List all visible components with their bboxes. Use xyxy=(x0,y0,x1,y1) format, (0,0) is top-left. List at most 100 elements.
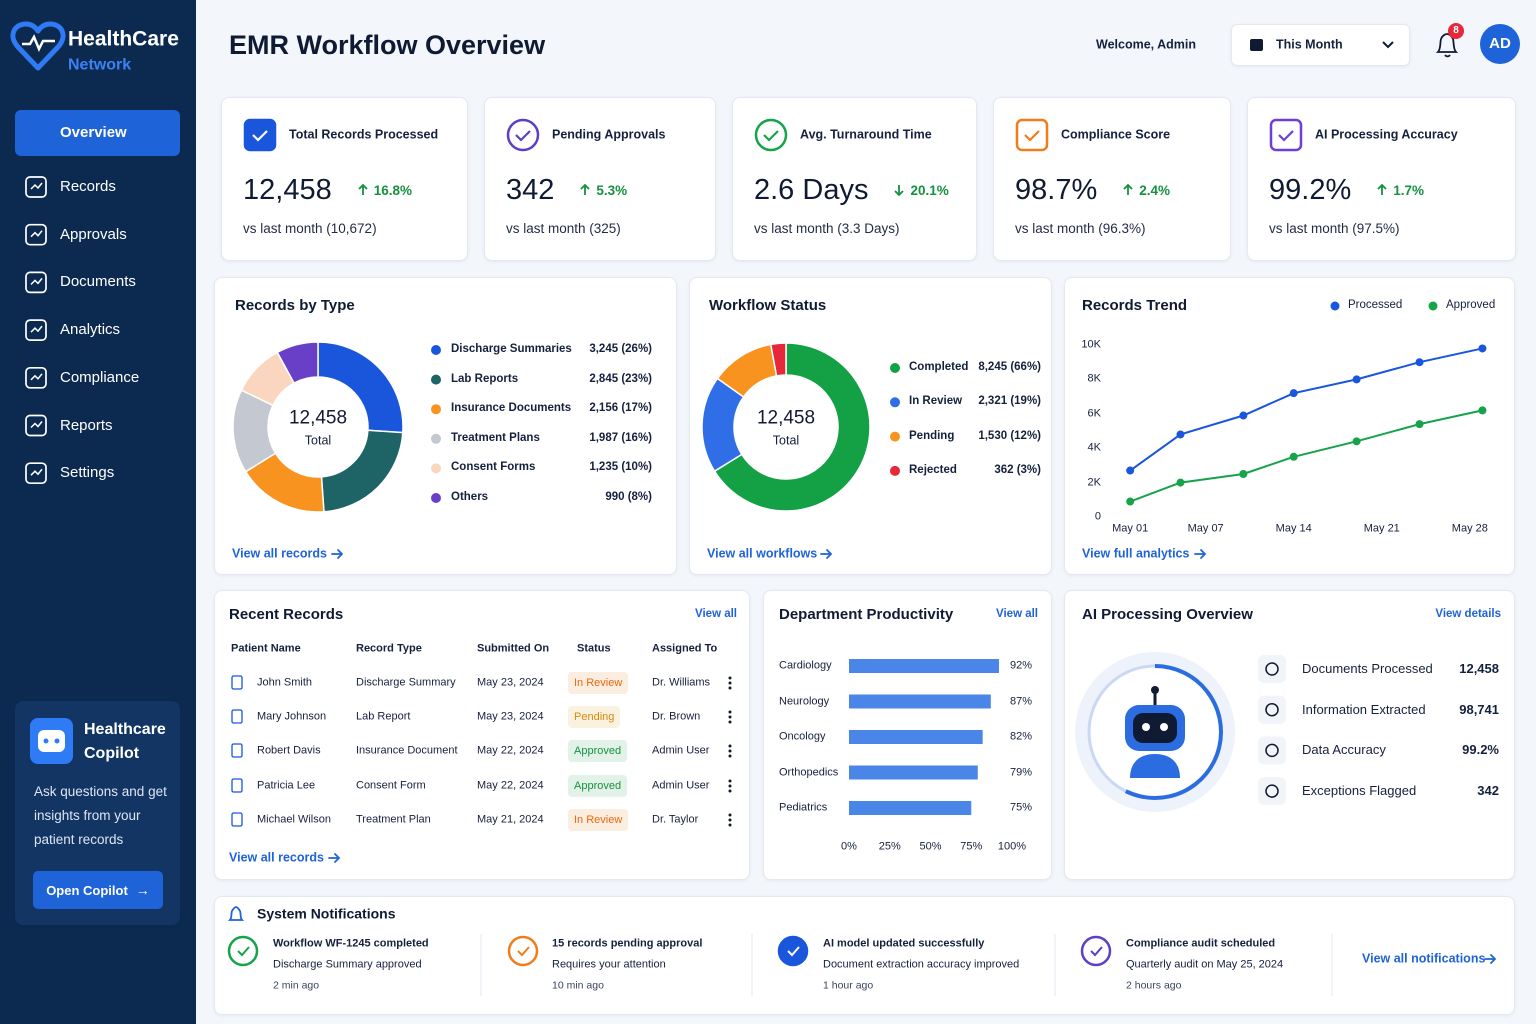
notification-title: AI model updated successfully xyxy=(823,937,985,950)
kpi-label: Pending Approvals xyxy=(552,127,666,142)
kpi-change-arrow xyxy=(1377,184,1387,195)
card-link[interactable]: View all xyxy=(695,608,737,621)
avatar-initials[interactable]: AD xyxy=(1489,35,1511,52)
nav-item[interactable]: Approvals xyxy=(60,225,127,243)
x-tick-label: May 28 xyxy=(1451,522,1488,535)
copilot-button[interactable]: Open Copilot → xyxy=(33,871,163,909)
bar-value-label: 75% xyxy=(1009,801,1032,814)
metric-label: Documents Processed xyxy=(1302,661,1433,677)
notification-detail: Discharge Summary approved xyxy=(273,958,422,971)
legend-label: Others xyxy=(451,491,489,504)
cell: John Smith xyxy=(257,676,313,689)
copilot-button-label[interactable]: Open Copilot xyxy=(46,882,128,898)
kpi-comparison: vs last month (96.3%) xyxy=(1015,220,1146,236)
card-link[interactable]: View full analytics xyxy=(1082,546,1190,561)
kpi-comparison: vs last month (325) xyxy=(506,220,621,236)
card-link[interactable]: View all records xyxy=(232,546,327,561)
metric-label: Exceptions Flagged xyxy=(1302,783,1417,799)
legend-label: Consent Forms xyxy=(451,461,536,474)
bar-value-label: 79% xyxy=(1009,765,1032,778)
card-title: Records Trend xyxy=(1082,297,1188,314)
x-tick-label: 100% xyxy=(997,840,1027,853)
kpi-change: 1.7% xyxy=(1377,183,1424,198)
cell: Discharge Summary xyxy=(356,676,456,689)
card-link[interactable]: View all workflows xyxy=(707,546,818,561)
cell: Treatment Plan xyxy=(356,813,431,826)
kpi-comparison: vs last month (10,672) xyxy=(243,220,377,236)
legend-label: Rejected xyxy=(909,463,957,476)
legend-label: Completed xyxy=(909,361,969,374)
x-tick-label: May 21 xyxy=(1363,522,1400,535)
bar-label: Oncology xyxy=(779,730,826,743)
bar-label: Pediatrics xyxy=(779,801,828,814)
kpi-change-value: 20.1% xyxy=(910,182,949,198)
cell: Robert Davis xyxy=(257,744,321,757)
kpi-change-arrow xyxy=(894,185,905,196)
x-tick-label: 50% xyxy=(919,840,942,853)
x-tick-label: May 01 xyxy=(1112,522,1149,535)
notification-time: 2 hours ago xyxy=(1126,979,1182,992)
donut-total-label: Total xyxy=(304,433,332,448)
legend-value: 990 (8%) xyxy=(605,491,652,504)
x-tick-label: 75% xyxy=(960,840,983,853)
notification-detail: Requires your attention xyxy=(552,958,666,971)
status-pill: In Review xyxy=(568,809,629,831)
card-title: Department Productivity xyxy=(779,606,954,623)
kpi-change-arrow xyxy=(580,184,591,195)
bar-label: Cardiology xyxy=(779,659,832,672)
kpi-change-value: 16.8% xyxy=(373,182,412,198)
copilot-text: Ask questions and get insights from your… xyxy=(34,784,167,847)
notification-count[interactable]: 8 xyxy=(1453,25,1459,36)
cell: Admin User xyxy=(652,744,710,757)
cell: Mary Johnson xyxy=(257,710,327,723)
records-by-type-card xyxy=(214,277,677,575)
brand-tagline: Network xyxy=(68,56,132,74)
card-link[interactable]: View all notifications xyxy=(1362,951,1486,966)
kpi-change-value: 1.7% xyxy=(1393,182,1425,198)
card-link[interactable]: View all records xyxy=(229,850,324,865)
metric-label: Information Extracted xyxy=(1302,701,1426,717)
welcome-text: Welcome, Admin xyxy=(1096,37,1197,52)
recent-records-card xyxy=(214,590,750,880)
legend-value: 3,245 (26%) xyxy=(589,343,652,356)
nav-item[interactable]: Overview xyxy=(60,124,127,141)
card-link[interactable]: View all xyxy=(996,608,1038,621)
nav-item[interactable]: Compliance xyxy=(60,368,140,386)
cell: May 22, 2024 xyxy=(477,744,544,757)
kpi-change-arrow xyxy=(358,184,368,195)
donut-total-label: Total xyxy=(772,433,800,448)
bar-value-label: 92% xyxy=(1009,659,1032,672)
notification-time: 2 min ago xyxy=(273,979,320,992)
card-title: Recent Records xyxy=(229,606,344,623)
notification-detail: Quarterly audit on May 25, 2024 xyxy=(1126,958,1284,971)
notifications-card xyxy=(214,896,1515,1015)
kpi-value-row: 342 5.3% xyxy=(506,172,627,208)
nav-item[interactable]: Analytics xyxy=(60,321,121,339)
kpi-change: 20.1% xyxy=(894,182,949,198)
nav-item[interactable]: Settings xyxy=(60,464,115,482)
ai-overview-card xyxy=(1064,590,1515,880)
kpi-value-row: 98.7% 2.4% xyxy=(1015,172,1170,208)
card-title: System Notifications xyxy=(257,905,396,922)
cell: Dr. Williams xyxy=(652,676,711,689)
notification-title: Compliance audit scheduled xyxy=(1126,937,1276,950)
x-tick-label: 25% xyxy=(878,840,901,853)
kpi-comparison: vs last month (3.3 Days) xyxy=(754,220,900,236)
kpi-value: 2.6 Days xyxy=(754,173,869,206)
legend-label: Lab Reports xyxy=(451,372,519,385)
nav-item[interactable]: Records xyxy=(60,178,116,195)
nav-item[interactable]: Documents xyxy=(60,273,136,291)
y-tick-label: 6K xyxy=(1087,407,1101,420)
bell-icon xyxy=(1435,33,1459,58)
x-tick-label: 0% xyxy=(841,840,857,853)
period-label[interactable]: This Month xyxy=(1276,37,1343,52)
kpi-value-row: 2.6 Days 20.1% xyxy=(754,172,949,208)
kpi-value-row: 99.2% 1.7% xyxy=(1269,172,1424,208)
kpi-label: Avg. Turnaround Time xyxy=(800,127,932,142)
column-header: Record Type xyxy=(356,642,422,655)
legend-value: 2,156 (17%) xyxy=(589,402,652,415)
card-link[interactable]: View details xyxy=(1435,608,1501,621)
nav-item[interactable]: Reports xyxy=(60,416,113,434)
y-tick-label: 8K xyxy=(1087,372,1101,385)
